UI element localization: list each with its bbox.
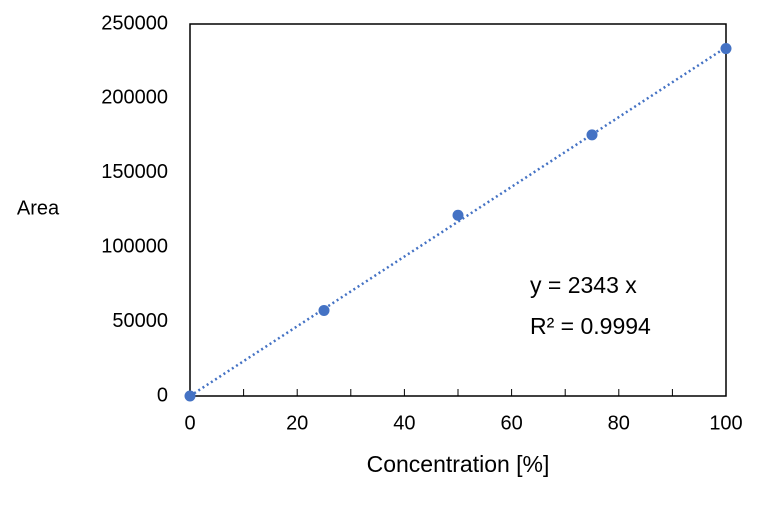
y-tick-label: 50000 xyxy=(112,310,168,332)
data-point xyxy=(318,304,330,316)
data-point xyxy=(586,129,598,141)
x-tick-label: 40 xyxy=(393,412,415,434)
x-tick-label: 0 xyxy=(184,412,195,434)
x-tick-label: 60 xyxy=(500,412,522,434)
trendline-equation: y = 2343 x xyxy=(530,272,637,298)
data-point xyxy=(720,43,732,55)
y-axis-title: Area xyxy=(17,197,60,219)
y-tick-label: 150000 xyxy=(101,161,168,183)
x-tick-label: 80 xyxy=(608,412,630,434)
data-point xyxy=(184,390,196,402)
y-tick-label: 0 xyxy=(157,384,168,406)
trendline xyxy=(189,46,727,398)
x-tick-label: 20 xyxy=(286,412,308,434)
y-tick-label: 250000 xyxy=(101,12,168,34)
x-axis-title: Concentration [%] xyxy=(367,451,550,477)
data-point xyxy=(452,209,464,221)
x-tick-label: 100 xyxy=(709,412,742,434)
y-tick-label: 100000 xyxy=(101,235,168,257)
r-squared: R² = 0.9994 xyxy=(530,313,651,339)
y-tick-label: 200000 xyxy=(101,87,168,109)
